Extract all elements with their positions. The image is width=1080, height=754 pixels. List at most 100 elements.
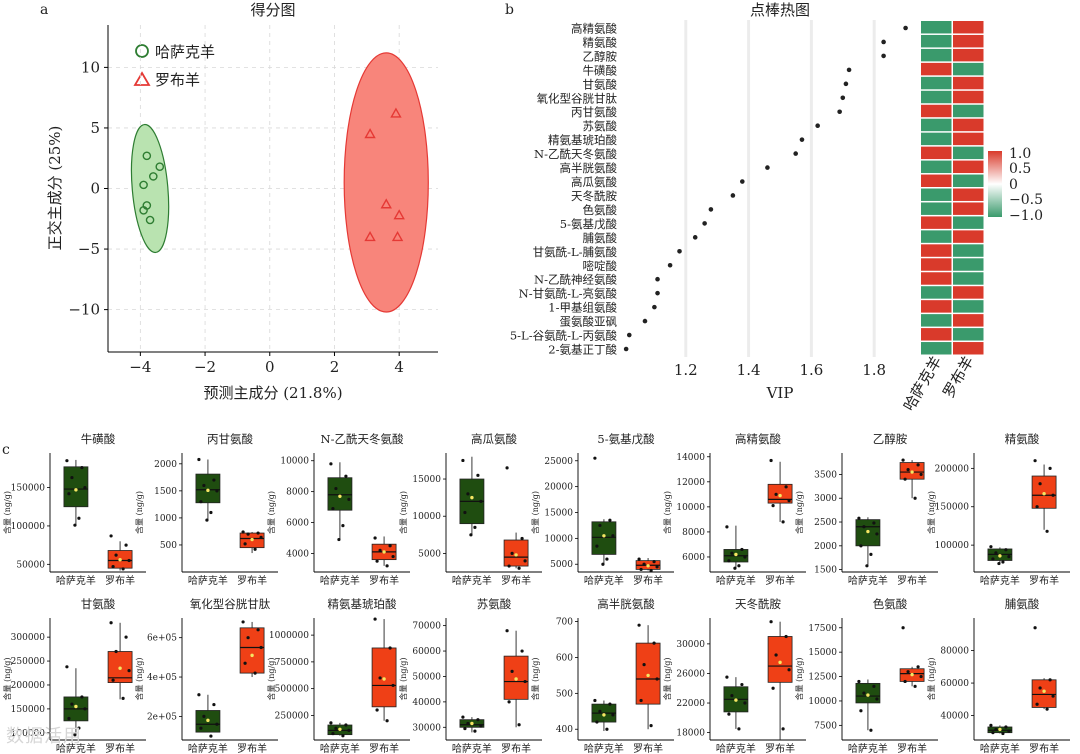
vip-point [626,332,632,338]
box-data-point [329,721,333,725]
box-data-point [740,682,744,687]
box-data-point [637,557,641,561]
box-data-point [1035,702,1039,706]
heatmap-cell [921,188,952,201]
heatmap-cell [953,216,984,229]
box-mean-point [998,727,1002,732]
box-data-point [919,472,923,477]
watermark-text: 数据活用 [6,726,82,747]
box-body [591,521,617,555]
box-body [327,477,353,511]
box-data-point [463,510,467,515]
boxplot-ylabel: 含量 (ng/g) [134,491,144,534]
boxplot-ytick-label: 25000 [544,457,573,467]
boxplot-ytick-label: 40000 [412,698,441,708]
heatmap-cell [953,342,984,355]
box-data-point [857,516,861,520]
boxplot-ytick-label: 15000 [412,475,441,485]
box-data-point [1051,493,1055,497]
heatmap-cell [921,286,952,299]
box-data-point [331,507,335,511]
boxplot-ytick-label: 1000000 [269,631,309,641]
heatmap-cell [921,132,952,146]
box-data-point [916,665,920,669]
metabolite-label: N-乙酰神经氨酸 [534,273,617,287]
boxplot-xtick-label: 罗布羊 [897,574,927,587]
heatmap-cell [953,314,984,327]
boxplot-xtick-label: 罗布羊 [237,742,267,754]
box-data-point [639,567,643,572]
boxplot-ytick-label: 600 [556,653,573,663]
box-data-point [461,715,465,719]
boxplot-ylabel: 含量 (ng/g) [2,491,12,534]
box-data-point [520,536,524,541]
box-mean-point [646,673,650,678]
boxplot-ytick-label: 2e+05 [147,712,177,722]
boxplot-ylabel: 含量 (ng/g) [266,491,276,534]
boxplot-xtick-label: 哈萨克羊 [848,574,888,587]
boxplot-xtick-label: 哈萨克羊 [188,574,228,587]
boxplot-ytick-label: 100000 [11,729,46,739]
boxplot-xtick-label: 罗布羊 [633,574,663,587]
box-data-point [875,697,879,701]
boxplot-ytick-label: 1500 [154,487,177,497]
metabolite-label: 1-甲基组氨酸 [548,301,617,315]
box-data-point [65,459,69,463]
box-data-point [872,684,876,688]
vip-point [815,123,820,128]
box-body [1031,475,1057,509]
box-data-point [862,525,866,529]
box-mean-point [734,698,738,702]
heatmap-cell [921,202,952,215]
heatmap-cell [953,244,984,257]
color-legend-label: 0.5 [1009,161,1031,177]
box-data-point [862,691,866,695]
box-data-point [479,724,483,728]
box-data-point [127,558,131,563]
panel-b-letter: b [505,2,514,18]
metabolite-label: 高精氨酸 [571,22,617,36]
box-data-point [1035,505,1039,509]
box-mean-point [1042,491,1046,496]
box-data-point [869,552,873,556]
box-mean-point [778,660,782,665]
panel-b-xlabel: VIP [766,384,794,402]
box-body [635,642,661,705]
color-legend-label: 0 [1009,177,1018,193]
score-point [364,231,376,242]
panel-a-ylabel: 正交主成分 (25%) [46,126,64,251]
box-data-point [1048,466,1052,470]
box-mean-point [118,666,122,670]
box-data-point [375,708,379,712]
box-data-point [510,551,514,556]
box-mean-point [866,693,870,697]
box-data-point [114,553,118,557]
heatmap-cell [953,62,984,76]
boxplot-xtick-label: 罗布羊 [105,742,135,754]
heatmap-column-label: 哈萨克羊 [900,353,946,414]
box-data-point [80,695,84,699]
score-point [380,198,392,209]
box-data-point [124,543,128,547]
box-data-point [989,723,993,727]
color-legend-label: 1.0 [1009,146,1031,162]
box-mean-point [382,677,386,681]
box-data-point [655,677,659,681]
box-data-point [385,564,389,568]
box-data-point [476,473,480,477]
box-data-point [652,560,656,564]
box-data-point [391,683,395,688]
box-data-point [202,714,206,718]
boxplot-ytick-label: 250000 [11,657,46,667]
box-data-point [246,636,250,640]
boxplot-title: 氧化型谷胱甘肽 [190,597,271,611]
boxplot-xtick-label: 哈萨克羊 [56,574,96,587]
box-data-point [865,564,869,568]
heatmap-column-label: 罗布羊 [939,353,977,401]
boxplot-ytick-label: 20000 [544,483,573,493]
panel-a-xtick-label: −2 [194,358,216,376]
boxplot-ytick-label: 700 [556,618,573,628]
box-data-point [1033,626,1037,630]
boxplot-title: 脯氨酸 [1005,597,1040,611]
